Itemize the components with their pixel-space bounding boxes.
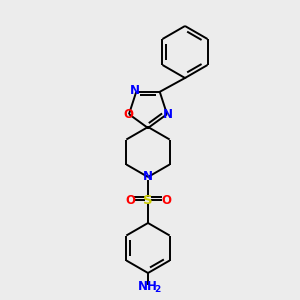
Text: O: O [161, 194, 171, 206]
Text: S: S [143, 194, 153, 206]
Text: N: N [130, 84, 140, 97]
Text: NH: NH [138, 280, 158, 293]
Text: O: O [123, 108, 133, 121]
Text: N: N [143, 170, 153, 184]
Text: O: O [125, 194, 135, 206]
Text: N: N [163, 108, 173, 121]
Text: 2: 2 [154, 284, 160, 293]
